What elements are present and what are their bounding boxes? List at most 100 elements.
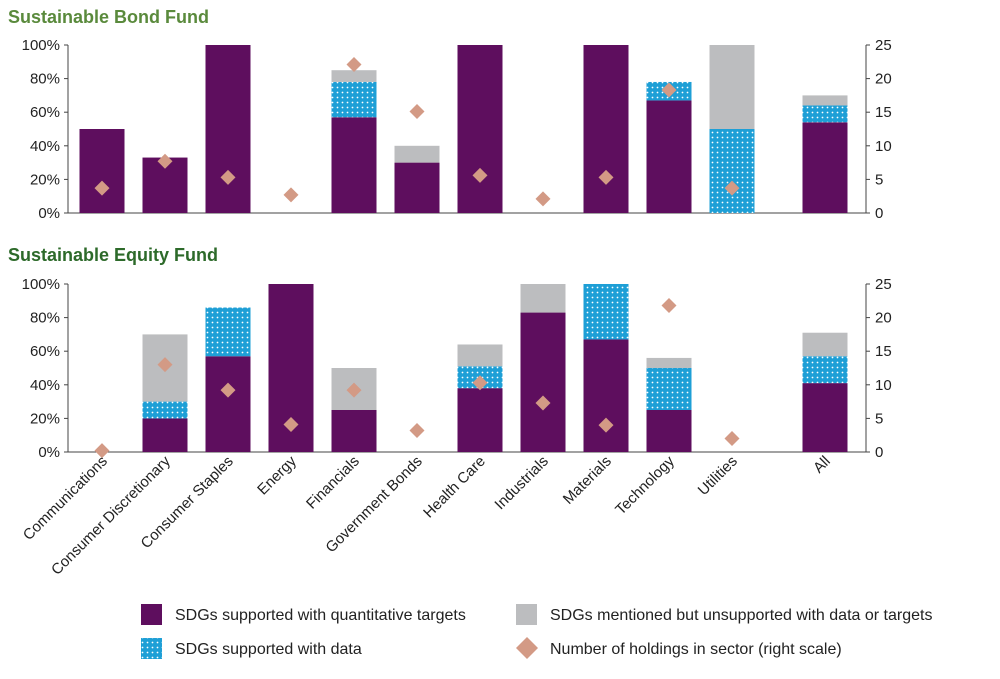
holdings-marker-health-care	[472, 167, 488, 183]
holdings-marker-financials	[346, 382, 362, 398]
legend-swatch-square-icon	[141, 604, 162, 625]
holdings-marker-consumer-staples	[220, 169, 236, 185]
y-tick-label: 20%	[30, 410, 60, 427]
bar-mentioned-all	[802, 332, 848, 357]
bar-quantitative-financials	[331, 117, 377, 213]
category-label-all: All	[810, 453, 834, 477]
legend-item-data: SDGs supported with data	[141, 638, 362, 659]
y2-tick-label: 20	[875, 71, 892, 88]
legend-label: SDGs supported with data	[175, 641, 362, 658]
y-tick-label: 80%	[30, 71, 60, 88]
category-label-financials: Financials	[303, 453, 363, 513]
bar-quantitative-materials	[583, 45, 629, 213]
legend-item-mentioned: SDGs mentioned but unsupported with data…	[516, 604, 932, 625]
bar-quantitative-consumer-discretionary	[142, 418, 188, 452]
bar-quantitative-communications	[79, 129, 125, 213]
holdings-marker-energy	[283, 187, 299, 203]
holdings-marker-technology	[661, 82, 677, 98]
bar-mentioned-health-care	[457, 344, 503, 367]
holdings-marker-utilities	[724, 180, 740, 196]
bar-quantitative-all	[802, 383, 848, 452]
y2-tick-label: 25	[875, 37, 892, 54]
holdings-marker-communications	[94, 443, 110, 459]
bar-data-all	[802, 356, 848, 384]
bar-mentioned-industrials	[520, 284, 566, 313]
bar-data-materials	[583, 284, 629, 340]
bar-quantitative-health-care	[457, 388, 503, 452]
y2-tick-label: 0	[875, 205, 883, 222]
y-tick-label: 100%	[22, 37, 60, 54]
y-tick-label: 60%	[30, 104, 60, 121]
legend-item-quantitative: SDGs supported with quantitative targets	[141, 604, 466, 625]
legend-swatch-square-icon	[141, 638, 162, 659]
y2-tick-label: 20	[875, 310, 892, 327]
category-label-health-care: Health Care	[420, 453, 489, 522]
y2-tick-label: 5	[875, 171, 883, 188]
y2-tick-label: 5	[875, 410, 883, 427]
panel-sustainable-equity-fund: Sustainable Equity Fund0%20%40%60%80%100…	[8, 245, 892, 579]
bar-quantitative-all	[802, 122, 848, 213]
holdings-marker-materials	[598, 169, 614, 185]
bar-data-financials	[331, 81, 377, 118]
holdings-marker-materials	[598, 417, 614, 433]
y2-tick-label: 15	[875, 343, 892, 360]
bar-mentioned-financials	[331, 70, 377, 82]
y2-tick-label: 15	[875, 104, 892, 121]
holdings-marker-consumer-discretionary	[157, 357, 173, 373]
category-label-industrials: Industrials	[491, 453, 551, 513]
holdings-marker-technology	[661, 298, 677, 314]
panel-title: Sustainable Bond Fund	[8, 7, 209, 27]
holdings-marker-financials	[346, 56, 362, 72]
bar-quantitative-consumer-staples	[205, 356, 251, 452]
legend-label: SDGs supported with quantitative targets	[175, 607, 466, 624]
y-tick-label: 20%	[30, 171, 60, 188]
holdings-marker-energy	[283, 416, 299, 432]
category-label-utilities: Utilities	[695, 453, 741, 499]
bar-mentioned-utilities	[709, 45, 755, 129]
bar-mentioned-technology	[646, 357, 692, 368]
bar-quantitative-technology	[646, 100, 692, 213]
category-label-energy: Energy	[254, 452, 300, 498]
holdings-marker-industrials	[535, 191, 551, 207]
legend-label: SDGs mentioned but unsupported with data…	[550, 607, 932, 624]
holdings-marker-government-bonds	[409, 104, 425, 120]
y2-tick-label: 10	[875, 377, 892, 394]
holdings-marker-communications	[94, 180, 110, 196]
category-label-technology: Technology	[612, 452, 678, 518]
holdings-marker-consumer-discretionary	[157, 153, 173, 169]
holdings-marker-utilities	[724, 431, 740, 447]
y-tick-label: 0%	[38, 205, 60, 222]
bar-quantitative-materials	[583, 339, 629, 452]
bar-quantitative-consumer-staples	[205, 45, 251, 213]
y-tick-label: 100%	[22, 276, 60, 293]
panel-title: Sustainable Equity Fund	[8, 245, 218, 265]
y-tick-label: 60%	[30, 343, 60, 360]
bar-quantitative-government-bonds	[394, 162, 440, 213]
y-tick-label: 80%	[30, 310, 60, 327]
holdings-marker-government-bonds	[409, 422, 425, 438]
legend-item-holdings: Number of holdings in sector (right scal…	[516, 637, 842, 659]
bar-quantitative-technology	[646, 410, 692, 452]
legend-swatch-diamond-icon	[516, 637, 538, 659]
legend-label: Number of holdings in sector (right scal…	[550, 641, 842, 658]
bar-data-technology	[646, 368, 692, 410]
holdings-marker-consumer-staples	[220, 382, 236, 398]
bar-quantitative-financials	[331, 410, 377, 452]
bar-mentioned-all	[802, 95, 848, 106]
y-tick-label: 40%	[30, 138, 60, 155]
y2-tick-label: 0	[875, 444, 883, 461]
bar-data-consumer-staples	[205, 307, 251, 357]
bar-data-all	[802, 105, 848, 123]
bar-mentioned-government-bonds	[394, 145, 440, 163]
holdings-marker-industrials	[535, 395, 551, 411]
bar-quantitative-health-care	[457, 45, 503, 213]
bar-data-consumer-discretionary	[142, 401, 188, 419]
y2-tick-label: 10	[875, 138, 892, 155]
category-label-consumer-discretionary: Consumer Discretionary	[48, 452, 174, 578]
y2-tick-label: 25	[875, 276, 892, 293]
bar-data-utilities	[709, 129, 755, 213]
legend-swatch-square-icon	[516, 604, 537, 625]
y-tick-label: 0%	[38, 444, 60, 461]
panel-sustainable-bond-fund: Sustainable Bond Fund 0% 20% 40% 60% 80% 100% 0…	[8, 7, 892, 222]
